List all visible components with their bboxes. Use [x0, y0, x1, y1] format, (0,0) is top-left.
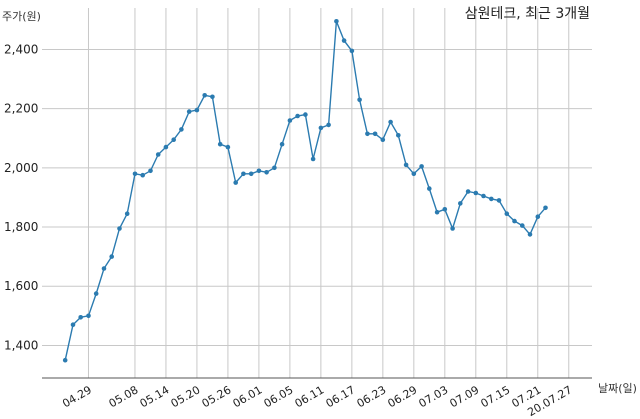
data-point	[171, 137, 176, 142]
data-point	[496, 198, 502, 203]
data-point	[117, 226, 122, 231]
data-point	[210, 94, 215, 100]
data-point	[543, 205, 548, 211]
data-point	[489, 196, 494, 202]
data-point	[427, 186, 432, 191]
x-tick-label: 07.03	[417, 383, 451, 410]
data-point	[403, 162, 409, 168]
x-tick-label: 07.09	[448, 383, 482, 410]
data-point	[295, 113, 300, 119]
data-point	[465, 189, 471, 194]
data-point	[101, 266, 107, 271]
data-point	[473, 190, 479, 196]
x-tick-label: 06.05	[262, 383, 296, 410]
data-point	[357, 97, 362, 103]
x-tick-label: 05.08	[107, 383, 141, 410]
data-point	[279, 141, 285, 147]
data-point	[419, 164, 424, 169]
data-point	[326, 122, 331, 128]
data-point	[124, 211, 130, 216]
data-point	[341, 38, 347, 43]
x-tick-label: 05.26	[200, 383, 234, 410]
x-tick-label: 07.15	[479, 383, 513, 410]
data-point	[86, 313, 91, 319]
grid	[42, 8, 592, 378]
x-tick-labels: 04.29 05.0805.1405.2005.2606.0106.0506.11…	[60, 383, 574, 419]
data-point	[504, 211, 510, 216]
data-point	[194, 107, 200, 113]
data-point	[186, 109, 192, 114]
y-tick-label: 2,400	[4, 42, 38, 56]
data-point	[132, 171, 138, 177]
data-point	[458, 201, 463, 206]
data-point	[217, 141, 223, 147]
data-point	[202, 93, 207, 98]
data-point	[450, 226, 455, 231]
series-line	[64, 21, 547, 361]
y-tick-label: 1,400	[4, 338, 38, 352]
data-point	[179, 127, 184, 132]
data-point	[372, 131, 378, 137]
x-tick-label: 05.14	[138, 383, 172, 410]
data-point	[535, 214, 541, 219]
data-point	[256, 168, 262, 174]
data-point	[512, 218, 517, 224]
data-point	[388, 119, 393, 125]
data-point	[248, 171, 254, 177]
data-point	[442, 207, 448, 212]
x-tick-label: 06.17	[324, 383, 358, 410]
data-point	[163, 144, 169, 150]
y-tick-label: 2,000	[4, 161, 38, 175]
data-point	[140, 172, 145, 178]
x-tick-label: 06.29	[386, 383, 420, 410]
y-tick-label: 1,600	[4, 279, 38, 293]
data-point	[380, 137, 386, 142]
data-point	[225, 144, 231, 150]
x-tick-label: 06.11	[293, 383, 327, 410]
data-point	[70, 322, 76, 328]
data-point	[396, 133, 401, 138]
data-point	[520, 223, 525, 228]
data-point	[148, 168, 153, 174]
data-point	[155, 152, 161, 157]
data-point	[481, 193, 486, 199]
y-axis-title: 주가(원)	[2, 10, 41, 23]
x-tick-label: 04.29	[60, 383, 94, 410]
data-point	[303, 112, 308, 117]
x-tick-label: 06.23	[355, 383, 389, 410]
data-point	[334, 19, 339, 24]
data-point	[434, 209, 440, 215]
data-point	[365, 131, 370, 137]
y-tick-labels: 1,400 1,600 1,800 2,000 2,200 2,400	[4, 42, 38, 352]
y-tick-label: 2,200	[4, 102, 38, 116]
x-tick-label: 06.01	[231, 383, 265, 410]
data-point	[318, 125, 324, 131]
data-point	[78, 315, 83, 320]
x-tick-label: 05.20	[169, 383, 203, 410]
data-point	[62, 357, 68, 363]
data-point	[411, 171, 417, 177]
data-point	[233, 180, 238, 185]
y-tick-label: 1,800	[4, 220, 38, 234]
data-point	[109, 254, 114, 259]
data-point	[310, 156, 316, 162]
x-axis-title: 날짜(일)	[598, 381, 637, 395]
data-point	[527, 232, 533, 237]
chart-title: 삼원테크, 최근 3개월	[465, 6, 590, 22]
data-point	[93, 291, 99, 296]
data-point	[264, 170, 269, 175]
data-point	[287, 118, 293, 123]
data-point	[349, 48, 355, 54]
data-point	[272, 165, 277, 171]
data-points	[62, 19, 548, 363]
data-point	[241, 171, 246, 177]
